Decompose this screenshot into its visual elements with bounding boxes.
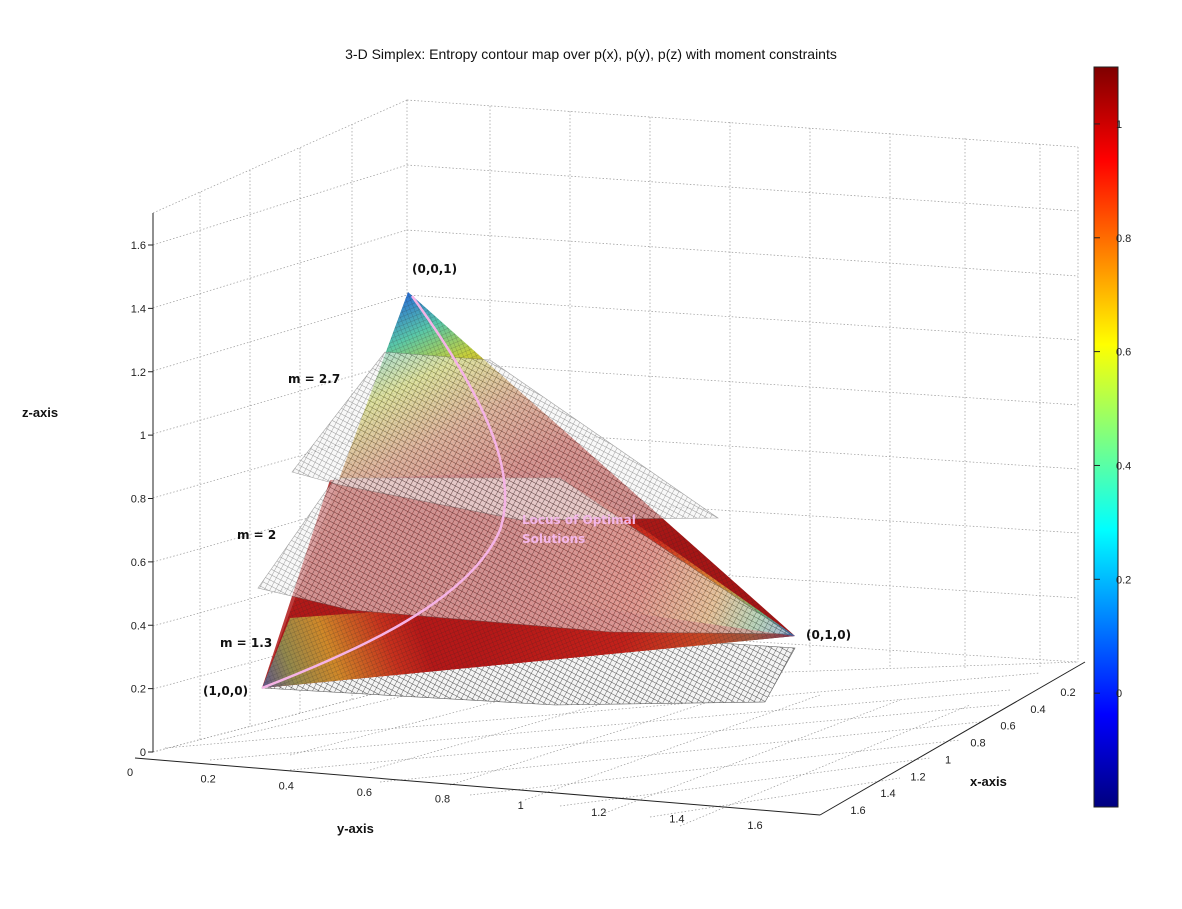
chart-title: 3-D Simplex: Entropy contour map over p(…	[345, 46, 837, 62]
x-axis-label: x-axis	[970, 774, 1007, 789]
locus-curve	[261, 295, 507, 690]
constraint-plane-label: m = 2	[237, 528, 276, 542]
colorbar	[1093, 66, 1119, 808]
x-tick-label: 1.4	[880, 788, 895, 800]
locus-label: Solutions	[522, 532, 585, 546]
colorbar-tick-label: 0.2	[1116, 574, 1131, 586]
y-tick-label: 1.6	[747, 820, 762, 832]
vertex-label: (1,0,0)	[203, 684, 248, 698]
y-tick-label: 1.4	[669, 813, 684, 825]
x-tick-label: 1.6	[850, 805, 865, 817]
z-tick-label: 0.8	[131, 494, 146, 506]
z-tick-label: 0	[140, 747, 146, 759]
z-tick-label: 0.6	[131, 557, 146, 569]
z-tick-label: 1.6	[131, 240, 146, 252]
colorbar-tick-label: 0.4	[1116, 460, 1131, 472]
y-tick-label: 0.4	[279, 780, 294, 792]
x-tick-label: 0.6	[1000, 721, 1015, 733]
y-tick-label: 1	[518, 800, 524, 812]
colorbar-tick-label: 0.6	[1116, 347, 1131, 359]
z-tick-label: 1.2	[131, 367, 146, 379]
constraint-plane-label: m = 1.3	[220, 636, 272, 650]
colorbar-tick-label: 0.8	[1116, 233, 1131, 245]
colorbar-tick-label: 0	[1116, 688, 1122, 700]
y-tick-label: 0.6	[357, 787, 372, 799]
locus-label: Locus of Optimal	[522, 513, 636, 527]
vertex-label: (0,0,1)	[412, 262, 457, 276]
vertex-label: (0,1,0)	[806, 628, 851, 642]
x-tick-label: 1.2	[910, 771, 925, 783]
x-tick-label: 0.8	[970, 738, 985, 750]
z-tick-label: 1.4	[131, 303, 146, 315]
constraint-plane-2.7	[291, 351, 719, 521]
z-tick-label: 0.4	[131, 620, 146, 632]
z-tick-label: 1	[140, 430, 146, 442]
y-tick-label: 0.2	[200, 774, 215, 786]
y-tick-label: 1.2	[591, 807, 606, 819]
x-tick-label: 0.2	[1060, 687, 1075, 699]
z-axis-label: z-axis	[22, 405, 59, 420]
constraint-plane-label: m = 2.7	[288, 372, 340, 386]
x-tick-label: 1	[945, 754, 951, 766]
y-axis-label: y-axis	[337, 821, 374, 836]
colorbar-tick-label: 1	[1116, 119, 1122, 131]
x-tick-label: 0.4	[1030, 704, 1045, 716]
y-tick-label: 0	[127, 767, 133, 779]
z-tick-label: 0.2	[131, 684, 146, 696]
axes-grid	[152, 99, 1079, 827]
y-tick-label: 0.8	[435, 794, 450, 806]
